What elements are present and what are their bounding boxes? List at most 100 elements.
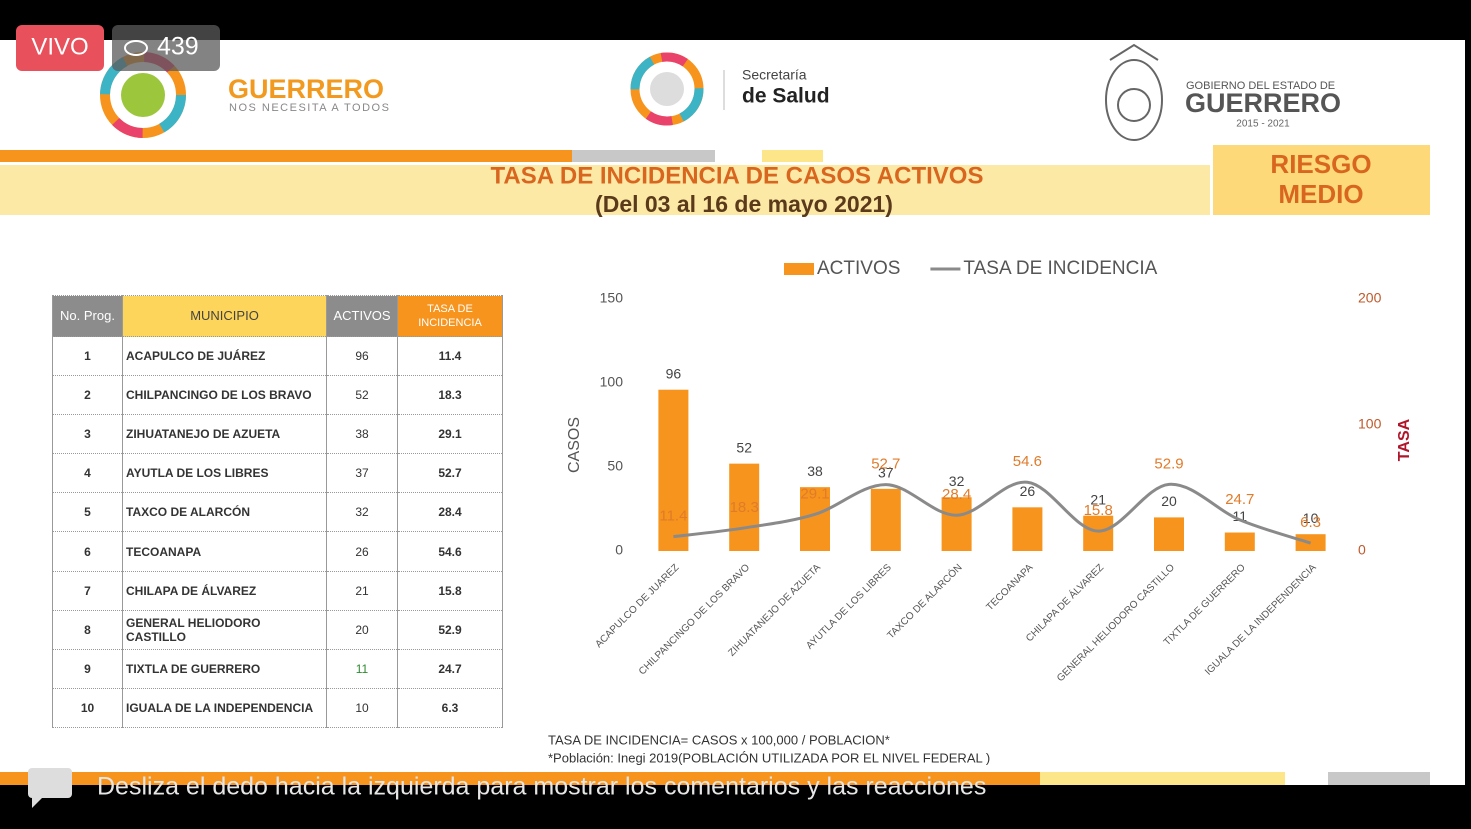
risk-box	[1213, 145, 1430, 215]
table-cell: 10	[326, 687, 398, 729]
y2-tick-label: 200	[1358, 290, 1382, 306]
line-value-label: 28.4	[942, 486, 971, 503]
gov-line3: 2015 - 2021	[1236, 119, 1290, 130]
bar	[729, 463, 760, 551]
bar-value-label: 32	[949, 473, 965, 489]
data-table: No. Prog. MUNICIPIO ACTIVOS TASA DE INCIDEN…	[52, 295, 503, 729]
legend-label: TASA DE INCIDENCIA	[963, 258, 1157, 279]
band	[762, 150, 823, 162]
table-cell: GENERAL HELIODORO CASTILLO	[122, 609, 327, 650]
table-cell: 9	[52, 648, 123, 689]
table-cell: 54.6	[397, 531, 503, 572]
table-row: 10 IGUALA DE LA INDEPENDENCIA 10 6.3	[52, 687, 503, 729]
table-cell: 29.1	[397, 414, 503, 455]
bar	[1224, 532, 1255, 551]
bar-value-label: 20	[1161, 493, 1177, 509]
table-cell: 26	[326, 531, 398, 572]
table-cell: 3	[52, 414, 123, 455]
y-tick-label: 150	[600, 290, 624, 306]
band	[0, 150, 572, 162]
table-cell: 10	[52, 687, 123, 729]
live-label: VIVO	[31, 33, 88, 60]
line-value-label: 6.3	[1300, 514, 1321, 531]
table-cell: 2	[52, 375, 123, 416]
table-cell: TECOANAPA	[122, 531, 327, 572]
table-cell: CHILPANCINGO DE LOS BRAVO	[122, 375, 327, 416]
table-row: 6 TECOANAPA 26 54.6	[52, 531, 503, 572]
table-cell: 6.3	[397, 687, 503, 729]
column-header: No. Prog.	[52, 295, 123, 337]
bar	[658, 389, 689, 551]
health-line1: Secretaría	[742, 67, 807, 83]
live-badge	[16, 25, 104, 71]
band	[1328, 772, 1430, 785]
y2-tick-label: 100	[1358, 416, 1382, 432]
band	[572, 150, 715, 162]
header-row: No. Prog. MUNICIPIO ACTIVOS TASA DE INCIDEN…	[52, 295, 503, 337]
table-cell: 11	[326, 648, 398, 689]
y-axis-title: CASOS	[566, 417, 583, 473]
table-cell: 6	[52, 531, 123, 572]
bar-value-label: 26	[1020, 483, 1036, 499]
y2-axis-title: TASA	[1396, 418, 1413, 461]
bar	[800, 487, 830, 551]
line-value-label: 24.7	[1225, 491, 1254, 508]
line-value-label: 29.1	[800, 485, 829, 502]
table-cell: 37	[326, 453, 398, 494]
gov-crest	[1105, 43, 1163, 141]
bar-value-label: 37	[878, 465, 894, 481]
eye-icon	[124, 40, 148, 56]
footnote: *Población: Inegi 2019(POBLACIÓN UTILIZA…	[548, 750, 990, 765]
table-cell: CHILAPA DE ÁLVAREZ	[122, 570, 327, 611]
table-cell: TIXTLA DE GUERRERO	[122, 648, 327, 689]
bar	[1012, 507, 1043, 551]
y-tick-label: 50	[607, 458, 623, 474]
table-cell: IGUALA DE LA INDEPENDENCIA	[122, 687, 327, 729]
table-row: 8 GENERAL HELIODORO CASTILLO 20 52.9	[52, 609, 503, 650]
slide-title: TASA DE INCIDENCIA DE CASOS ACTIVOS	[491, 162, 984, 189]
bar-value-label: 10	[1303, 510, 1319, 526]
table-cell: ZIHUATANEJO DE AZUETA	[122, 414, 327, 455]
health-line2: de Salud	[742, 85, 830, 108]
bar-value-label: 21	[1090, 491, 1106, 507]
bar	[1154, 517, 1184, 551]
table-cell: 18.3	[397, 375, 503, 416]
table-cell: 52	[326, 375, 398, 416]
bar	[941, 497, 972, 551]
legend-label: ACTIVOS	[817, 258, 900, 279]
legend-swatch	[784, 263, 814, 275]
table-cell: AYUTLA DE LOS LIBRES	[122, 453, 327, 494]
table-row: 4 AYUTLA DE LOS LIBRES 37 52.7	[52, 453, 503, 494]
table-cell: 7	[52, 570, 123, 611]
table-row: 2 CHILPANCINGO DE LOS BRAVO 52 18.3	[52, 375, 503, 416]
table-cell: 1	[52, 335, 123, 377]
gov-line1: GOBIERNO DEL ESTADO DE	[1186, 80, 1335, 92]
bar-value-label: 38	[807, 463, 823, 479]
brand-title: GUERRERO	[228, 74, 384, 104]
viewer-count: 439	[157, 33, 199, 61]
table-cell: 15.8	[397, 570, 503, 611]
table-cell: ACAPULCO DE JUÁREZ	[122, 335, 327, 377]
table-row: 9 TIXTLA DE GUERRERO 11 24.7	[52, 648, 503, 689]
bar-value-label: 52	[736, 439, 752, 455]
column-header: ACTIVOS	[326, 295, 398, 337]
viewer-badge	[112, 25, 220, 71]
table-cell: 28.4	[397, 492, 503, 533]
hint[interactable]: Desliza el dedo hacia la izquierda para …	[97, 773, 986, 801]
comment-icon	[28, 768, 72, 808]
table-row: 3 ZIHUATANEJO DE AZUETA 38 29.1	[52, 414, 503, 455]
y-tick-label: 0	[615, 542, 623, 558]
bar-value-label: 96	[666, 365, 682, 381]
line-value-label: 54.6	[1013, 453, 1042, 470]
table-cell: 4	[52, 453, 123, 494]
column-header: TASA DE INCIDENCIA	[397, 295, 503, 337]
bar	[870, 488, 901, 551]
footnote: TASA DE INCIDENCIA= CASOS x 100,000 / PO…	[548, 732, 890, 747]
line-value-label: 52.9	[1154, 455, 1183, 472]
brand-subtitle: NOS NECESITA A TODOS	[229, 102, 390, 114]
table-cell: 8	[52, 609, 123, 650]
table-cell: 21	[326, 570, 398, 611]
table-cell: TAXCO DE ALARCÓN	[122, 492, 327, 533]
table-cell: 11.4	[397, 335, 503, 377]
